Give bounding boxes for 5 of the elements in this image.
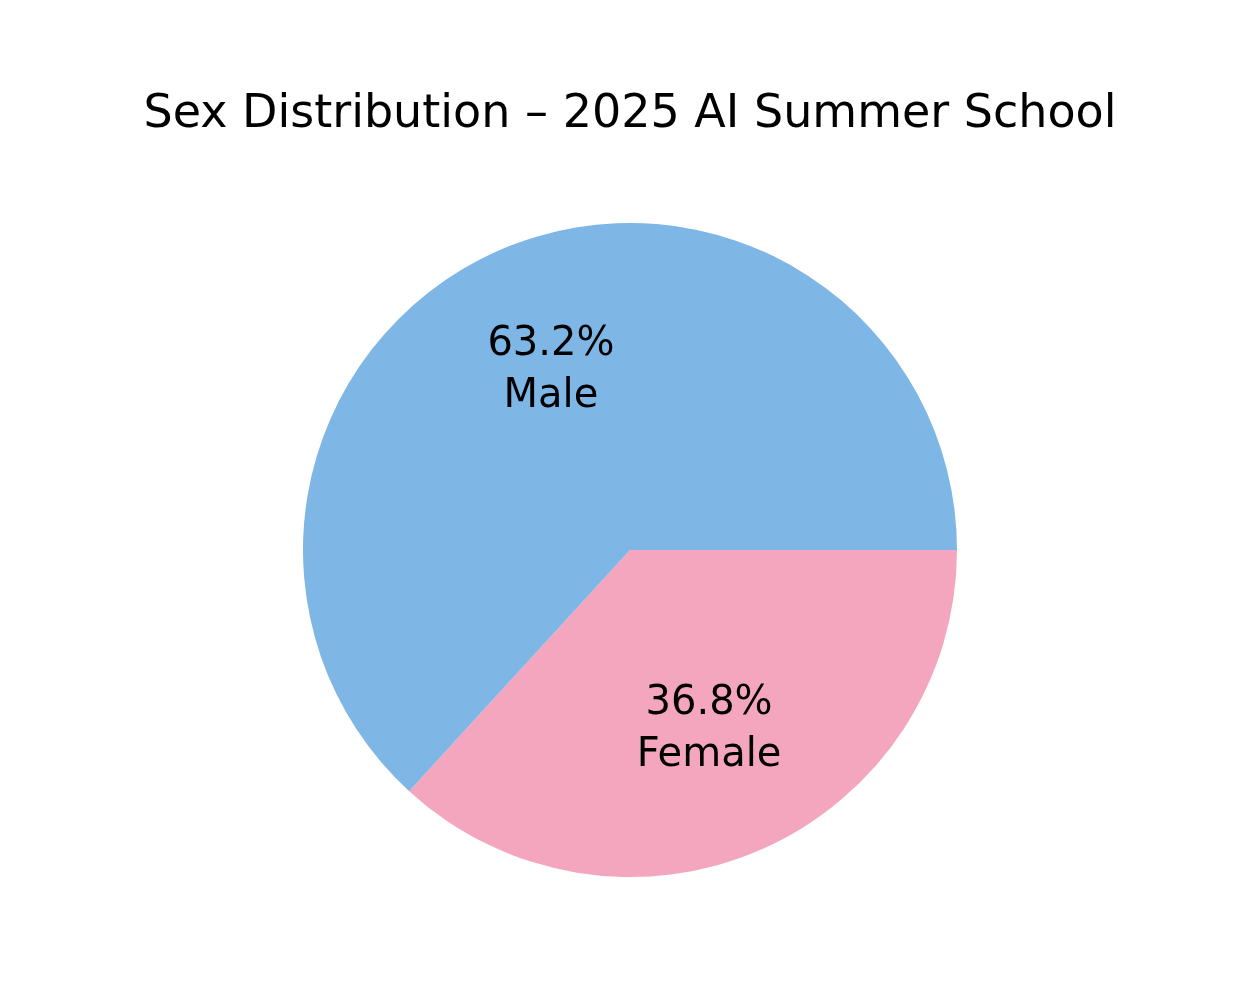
- slice-label: Male: [503, 369, 599, 416]
- slice-label: Female: [636, 728, 782, 775]
- data-label: 63.2%: [487, 317, 615, 364]
- chart-title: Sex Distribution – 2025 AI Summer School: [142, 84, 1118, 138]
- data-label: 36.8%: [645, 676, 773, 723]
